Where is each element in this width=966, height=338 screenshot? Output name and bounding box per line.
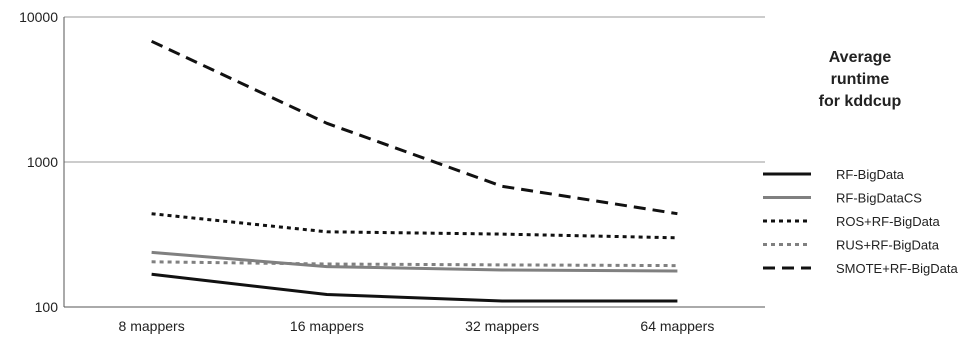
y-tick-label-1000: 1000 [27,154,58,170]
x-tick-labels: 8 mappers 16 mappers 32 mappers 64 mappers [119,318,715,334]
legend-label-ros-rf-bigdata: ROS+RF-BigData [836,214,940,229]
series-line-rf-bigdatacs [151,250,678,273]
legend-label-rf-bigdata: RF-BigData [836,167,905,182]
series-line-smote-rf-bigdata [150,39,678,216]
y-tick-label-100: 100 [35,299,59,315]
x-tick-label-16-mappers: 16 mappers [290,318,364,334]
series-line-rus-rf-bigdata [151,260,678,268]
legend: RF-BigData RF-BigDataCS ROS+RF-BigData RUS+… [763,167,958,276]
series-line-rf-bigdata [151,272,678,303]
legend-label-smote-rf-bigdata: SMOTE+RF-BigData [836,261,958,276]
legend-label-rus-rf-bigdata: RUS+RF-BigData [836,238,940,253]
grid-lines [64,16,765,163]
legend-label-rf-bigdatacs: RF-BigDataCS [836,191,922,206]
chart-title: Average runtime for kddcup [819,49,902,110]
chart-title-line: runtime [831,71,890,88]
chart-title-text: Average runtime for kddcup [819,49,902,110]
x-tick-label-64-mappers: 64 mappers [640,318,714,334]
x-tick-label-8-mappers: 8 mappers [119,318,185,334]
y-tick-labels: 100 1000 10000 [19,9,58,315]
series-line-ros-rf-bigdata [151,212,678,240]
chart-title-line: for kddcup [819,93,902,110]
y-tick-label-10000: 10000 [19,9,58,25]
chart-title-line: Average [829,49,892,66]
series-lines [150,39,678,303]
x-tick-label-32-mappers: 32 mappers [465,318,539,334]
